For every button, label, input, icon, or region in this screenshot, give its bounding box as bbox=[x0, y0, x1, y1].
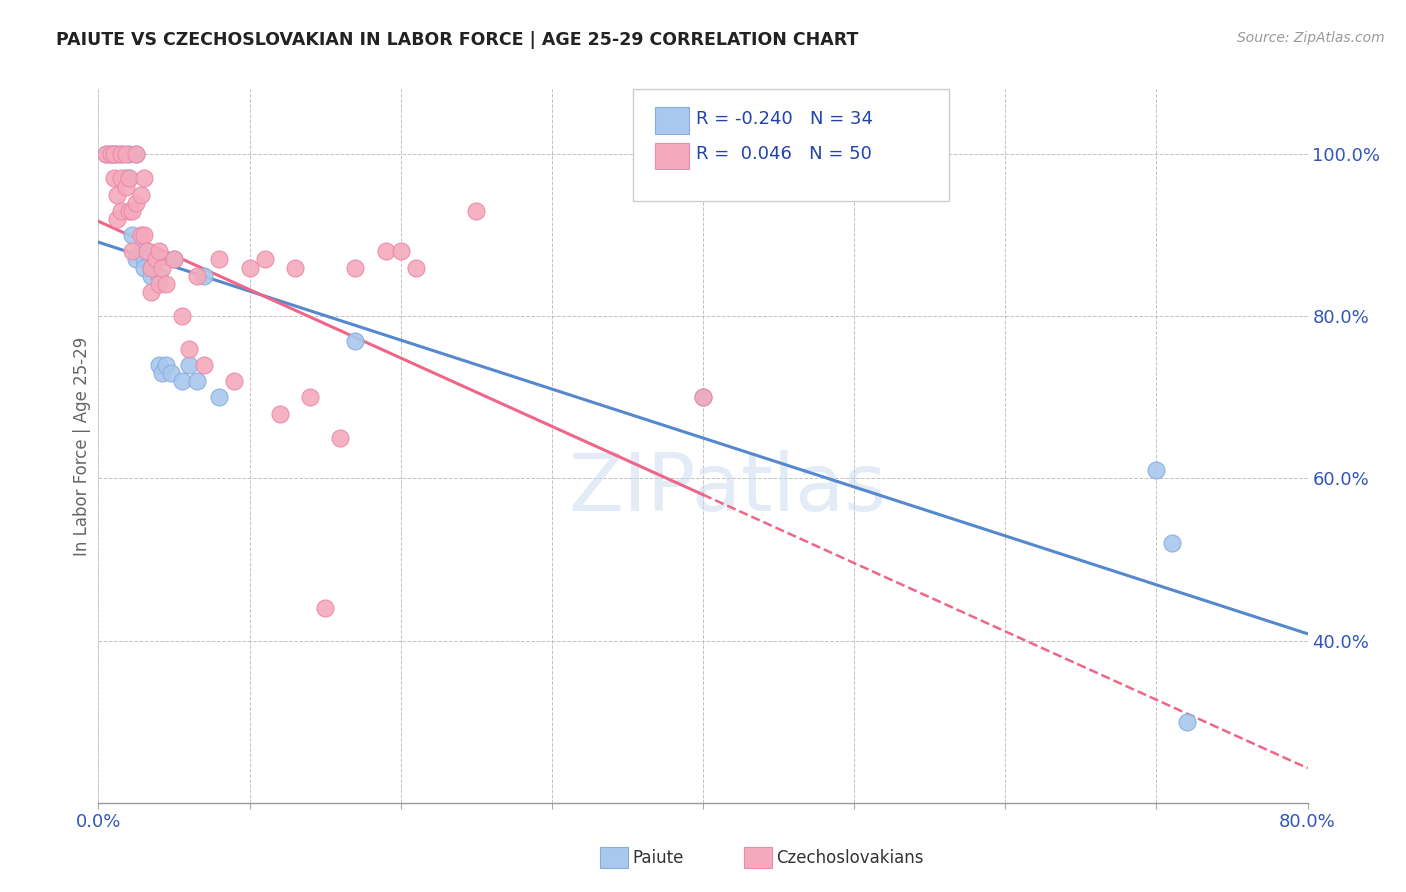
Point bbox=[239, 260, 262, 275]
Point bbox=[94, 147, 117, 161]
Point bbox=[269, 877, 291, 891]
Point bbox=[145, 252, 167, 267]
Point bbox=[1160, 536, 1182, 550]
Point bbox=[179, 358, 201, 372]
Point bbox=[284, 260, 307, 275]
Point bbox=[329, 431, 352, 445]
Point bbox=[193, 268, 215, 283]
Point bbox=[129, 244, 152, 259]
Point bbox=[465, 203, 488, 218]
Point bbox=[389, 244, 412, 259]
Point bbox=[135, 244, 157, 259]
Point bbox=[132, 171, 155, 186]
Point bbox=[110, 147, 132, 161]
Point bbox=[132, 252, 155, 267]
Point bbox=[118, 171, 141, 186]
Point bbox=[125, 147, 148, 161]
Point bbox=[103, 147, 125, 161]
Point bbox=[224, 374, 246, 388]
Point bbox=[692, 390, 714, 404]
Point bbox=[125, 195, 148, 210]
Point bbox=[132, 260, 155, 275]
Point bbox=[1175, 714, 1198, 729]
Point bbox=[163, 252, 186, 267]
Point bbox=[186, 268, 208, 283]
Point bbox=[145, 252, 167, 267]
Point bbox=[114, 179, 136, 194]
Point bbox=[148, 277, 170, 291]
Point bbox=[405, 260, 427, 275]
Point bbox=[114, 171, 136, 186]
Point bbox=[344, 260, 367, 275]
Text: Paiute: Paiute bbox=[633, 849, 685, 867]
Point bbox=[129, 187, 152, 202]
Point bbox=[135, 244, 157, 259]
Point bbox=[103, 171, 125, 186]
Text: R = -0.240   N = 34: R = -0.240 N = 34 bbox=[696, 110, 873, 128]
Point bbox=[121, 228, 143, 243]
Point bbox=[186, 374, 208, 388]
Point bbox=[208, 252, 231, 267]
Point bbox=[94, 147, 117, 161]
Text: Source: ZipAtlas.com: Source: ZipAtlas.com bbox=[1237, 31, 1385, 45]
Point bbox=[105, 187, 128, 202]
Text: PAIUTE VS CZECHOSLOVAKIAN IN LABOR FORCE | AGE 25-29 CORRELATION CHART: PAIUTE VS CZECHOSLOVAKIAN IN LABOR FORCE… bbox=[56, 31, 859, 49]
Point bbox=[253, 252, 276, 267]
Point bbox=[148, 358, 170, 372]
Point bbox=[121, 244, 143, 259]
Point bbox=[121, 203, 143, 218]
Point bbox=[160, 366, 183, 380]
Point bbox=[150, 260, 173, 275]
Text: ZIPatlas: ZIPatlas bbox=[568, 450, 886, 528]
Point bbox=[105, 211, 128, 226]
Point bbox=[141, 285, 163, 299]
Point bbox=[170, 374, 193, 388]
Point bbox=[118, 171, 141, 186]
Point bbox=[125, 252, 148, 267]
Point bbox=[118, 203, 141, 218]
Point bbox=[141, 260, 163, 275]
Point bbox=[163, 252, 186, 267]
Point bbox=[132, 228, 155, 243]
Point bbox=[110, 171, 132, 186]
Point bbox=[141, 260, 163, 275]
Point bbox=[118, 147, 141, 161]
Point bbox=[155, 277, 177, 291]
Point bbox=[103, 147, 125, 161]
Point bbox=[110, 203, 132, 218]
Point bbox=[344, 334, 367, 348]
Point bbox=[193, 358, 215, 372]
Point bbox=[148, 268, 170, 283]
Point bbox=[150, 366, 173, 380]
Point bbox=[100, 147, 122, 161]
Point bbox=[269, 407, 291, 421]
Point bbox=[179, 342, 201, 356]
Point bbox=[1144, 463, 1167, 477]
Point bbox=[141, 268, 163, 283]
Point bbox=[155, 358, 177, 372]
Point bbox=[148, 244, 170, 259]
Point bbox=[110, 147, 132, 161]
Point bbox=[105, 147, 128, 161]
Point bbox=[208, 390, 231, 404]
Y-axis label: In Labor Force | Age 25-29: In Labor Force | Age 25-29 bbox=[73, 336, 91, 556]
Point bbox=[129, 228, 152, 243]
Text: Czechoslovakians: Czechoslovakians bbox=[776, 849, 924, 867]
Point bbox=[374, 244, 396, 259]
Point bbox=[125, 147, 148, 161]
Point bbox=[299, 390, 322, 404]
Point bbox=[692, 390, 714, 404]
Text: R =  0.046   N = 50: R = 0.046 N = 50 bbox=[696, 145, 872, 163]
Point bbox=[100, 147, 122, 161]
Point bbox=[314, 601, 336, 615]
Point bbox=[170, 310, 193, 324]
Point bbox=[114, 147, 136, 161]
